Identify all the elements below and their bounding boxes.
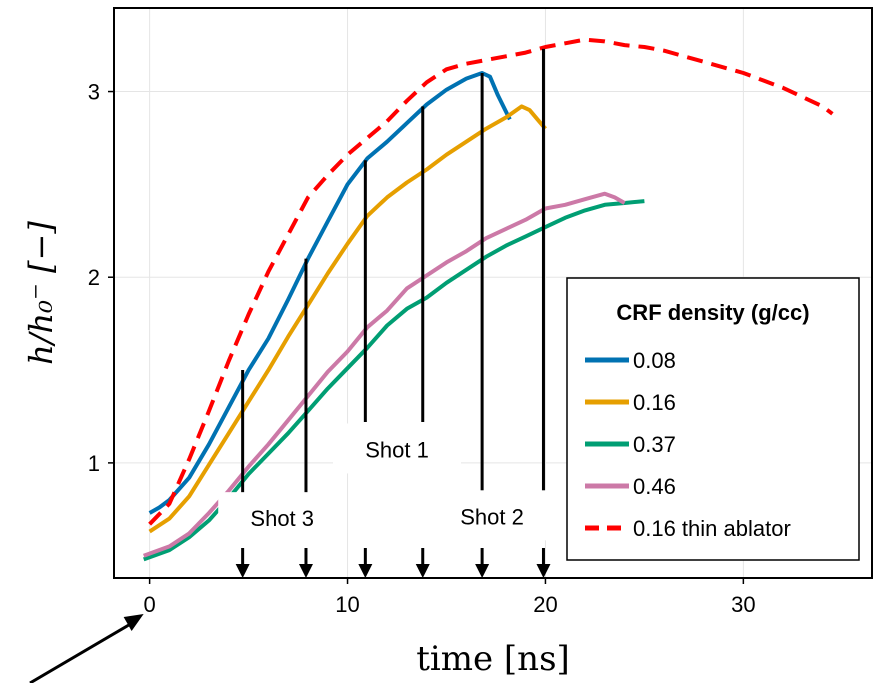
pointer-arrow-shaft (29, 619, 137, 683)
annotation-bg (333, 423, 462, 474)
annotation-label: Shot 3 (250, 506, 314, 531)
series-line (143, 191, 626, 558)
legend-entry-label: 0.08 (633, 348, 676, 373)
x-tick-label: 20 (533, 592, 557, 617)
legend: CRF density (g/cc) 0.08 0.16 0.37 0.46 0.16 … (566, 277, 860, 561)
shot-arrow-head (298, 564, 313, 578)
x-tick-label: 0 (143, 592, 155, 617)
annotations: Shot 1 Shot 3 Shot 2 (218, 423, 557, 543)
grid (114, 8, 872, 578)
annotation-bg (218, 492, 347, 543)
pointer-arrow-head (123, 614, 144, 631)
legend-title: CRF density (g/cc) (616, 300, 809, 325)
series-line (148, 104, 547, 534)
shot-lines (235, 48, 551, 578)
pointer-arrow (29, 614, 144, 683)
shot-arrow-head (235, 564, 250, 578)
ticks: 0 10 20 30 1 2 3 (88, 80, 756, 617)
x-tick-label: 10 (335, 592, 359, 617)
shot-arrow-head (358, 564, 373, 578)
legend-entry-label: 0.16 (633, 390, 676, 415)
y-tick-label: 2 (88, 265, 100, 290)
annotation-label: Shot 1 (365, 437, 429, 462)
legend-box (566, 277, 860, 561)
y-tick-label: 3 (88, 80, 100, 105)
plot-frame (113, 7, 873, 579)
legend-entry-label: 0.46 (633, 474, 676, 499)
series-line (148, 37, 834, 526)
x-axis-label: time [ns] (416, 639, 570, 679)
shot-arrow-head (475, 564, 490, 578)
shot-arrow-head (536, 564, 551, 578)
legend-entry-label: 0.37 (633, 432, 676, 457)
y-tick-label: 1 (88, 451, 100, 476)
shot-arrow-head (415, 564, 430, 578)
series-line (148, 71, 512, 515)
series-group (143, 37, 834, 562)
annotation-bg (428, 490, 557, 541)
x-tick-label: 30 (731, 592, 755, 617)
annotation-label: Shot 2 (460, 504, 524, 529)
legend-entry-label: 0.16 thin ablator (633, 516, 791, 541)
y-axis-label: h/h₀⁻ [−] (22, 221, 60, 365)
